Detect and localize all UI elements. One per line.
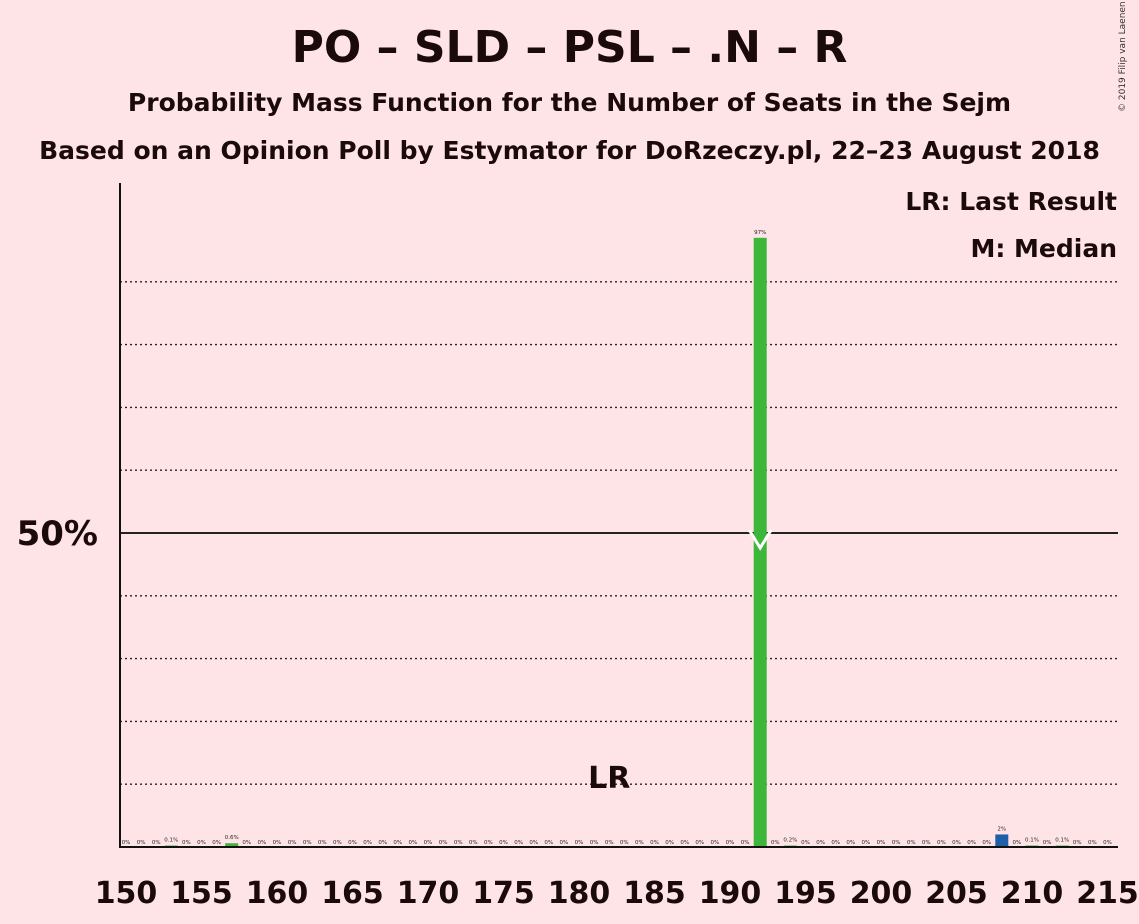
bar-data-label: 0%: [318, 840, 327, 846]
bar-data-label: 0.1%: [1055, 838, 1069, 844]
bar-data-label: 0%: [333, 840, 342, 846]
bar-data-label: 0%: [122, 840, 131, 846]
bar-data-label: 0%: [605, 840, 614, 846]
x-tick-label: 150: [95, 876, 158, 911]
x-tick-label: 215: [1076, 876, 1139, 911]
bar-data-label: 0%: [514, 840, 523, 846]
last-result-label: LR: [588, 761, 630, 796]
legend-last-result: LR: Last Result: [905, 187, 1117, 216]
bar-data-label: 0.2%: [783, 838, 797, 844]
bar-data-label: 0%: [846, 840, 855, 846]
bar-data-label: 0%: [922, 840, 931, 846]
bar-data-label: 0%: [288, 840, 297, 846]
median-marker: [747, 529, 773, 551]
bar-data-label: 0%: [242, 840, 251, 846]
x-tick-label: 180: [548, 876, 611, 911]
bar-data-label: 0%: [378, 840, 387, 846]
bar-data-label: 0%: [197, 840, 206, 846]
bar-data-label: 0%: [484, 840, 493, 846]
x-tick-label: 200: [850, 876, 913, 911]
bar-data-label: 0%: [741, 840, 750, 846]
y-tick-label: 50%: [17, 514, 98, 554]
chart-subtitle-source: Based on an Opinion Poll by Estymator fo…: [39, 136, 1100, 165]
bar-data-label: 0%: [952, 840, 961, 846]
x-tick-label: 185: [623, 876, 686, 911]
bar-data-label: 0%: [665, 840, 674, 846]
bar-data-label: 0%: [726, 840, 735, 846]
bar-data-label: 0.1%: [1025, 838, 1039, 844]
bar-data-label: 0%: [590, 840, 599, 846]
bar-data-label: 0%: [937, 840, 946, 846]
bar-data-label: 0%: [348, 840, 357, 846]
bar-data-label: 0%: [137, 840, 146, 846]
x-tick-label: 210: [1001, 876, 1064, 911]
bar-data-label: 0%: [469, 840, 478, 846]
chart-title: PO – SLD – PSL – .N – R: [291, 22, 848, 73]
x-tick-label: 165: [321, 876, 384, 911]
bar-data-label: 0%: [695, 840, 704, 846]
bar-data-label: 0%: [439, 840, 448, 846]
bar-data-label: 0%: [982, 840, 991, 846]
bar-data-label: 0%: [862, 840, 871, 846]
bar-data-label: 2%: [997, 826, 1006, 832]
bar-data-label: 0%: [424, 840, 433, 846]
bar-data-label: 0%: [303, 840, 312, 846]
bar-data-label: 0%: [1043, 840, 1052, 846]
bar-data-label: 97%: [754, 230, 766, 236]
bar-data-label: 0%: [816, 840, 825, 846]
bar-data-label: 0%: [771, 840, 780, 846]
bar-data-label: 0.6%: [225, 835, 239, 841]
bar-data-label: 0%: [560, 840, 569, 846]
bar-data-label: 0%: [801, 840, 810, 846]
bar-data-label: 0%: [831, 840, 840, 846]
bar-data-label: 0%: [575, 840, 584, 846]
bar-data-label: 0%: [454, 840, 463, 846]
bar-data-label: 0%: [258, 840, 267, 846]
bar: [753, 237, 767, 848]
bar-data-label: 0%: [1103, 840, 1112, 846]
x-tick-label: 155: [170, 876, 233, 911]
bar-data-label: 0.1%: [164, 838, 178, 844]
x-tick-label: 175: [472, 876, 535, 911]
bar-data-label: 0%: [1073, 840, 1082, 846]
x-tick-label: 205: [925, 876, 988, 911]
x-tick-label: 195: [774, 876, 837, 911]
legend-median: M: Median: [970, 234, 1117, 263]
bar-data-label: 0%: [212, 840, 221, 846]
bar-data-label: 0%: [499, 840, 508, 846]
bar-data-label: 0%: [635, 840, 644, 846]
bar-data-label: 0%: [409, 840, 418, 846]
bar-data-label: 0%: [1088, 840, 1097, 846]
bar-data-label: 0%: [182, 840, 191, 846]
bar-data-label: 0%: [650, 840, 659, 846]
bar-data-label: 0%: [393, 840, 402, 846]
bar: [225, 843, 239, 847]
bar-data-label: 0%: [907, 840, 916, 846]
bar-data-label: 0%: [273, 840, 282, 846]
x-tick-label: 190: [699, 876, 762, 911]
bar-data-label: 0%: [620, 840, 629, 846]
x-tick-label: 170: [397, 876, 460, 911]
bar-data-label: 0%: [680, 840, 689, 846]
bar-data-label: 0%: [892, 840, 901, 846]
bar-data-label: 0%: [1013, 840, 1022, 846]
bar-data-label: 0%: [711, 840, 720, 846]
bar-data-label: 0%: [967, 840, 976, 846]
chart-subtitle: Probability Mass Function for the Number…: [127, 88, 1012, 117]
bar-data-label: 0%: [363, 840, 372, 846]
bar: [995, 834, 1009, 847]
bar-data-label: 0%: [529, 840, 538, 846]
bar-data-label: 0%: [877, 840, 886, 846]
x-tick-label: 160: [246, 876, 309, 911]
bar-data-label: 0%: [544, 840, 553, 846]
bar-data-label: 0%: [152, 840, 161, 846]
